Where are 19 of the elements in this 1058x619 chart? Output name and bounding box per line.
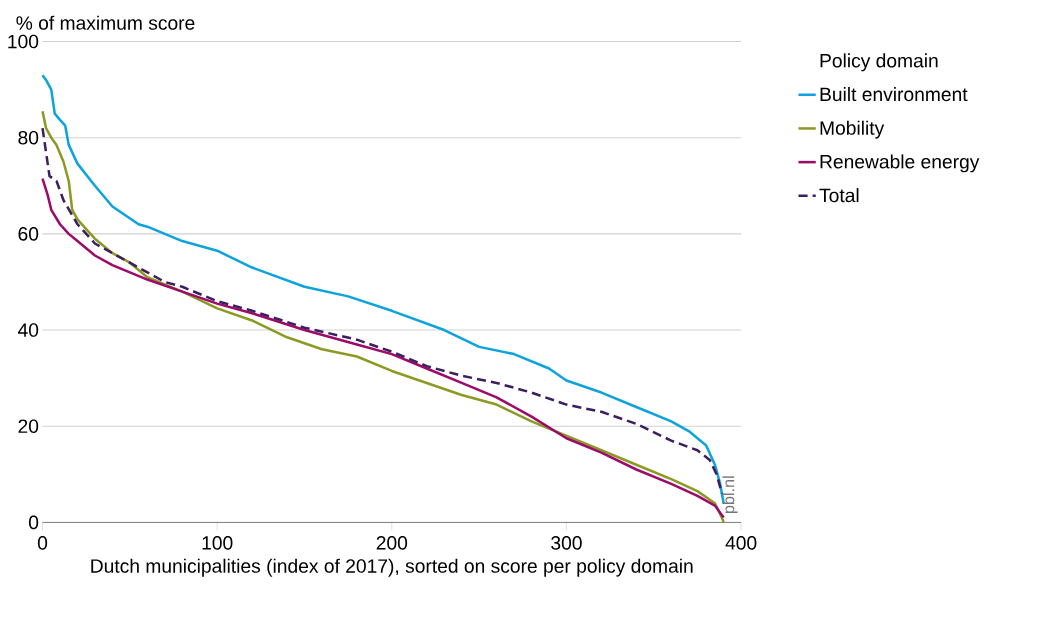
y-axis-title: % of maximum score	[16, 15, 195, 31]
annotation: pbl.nl	[722, 476, 738, 514]
legend-label: Renewable energy	[820, 154, 980, 173]
legend-title: Policy domain	[820, 53, 938, 72]
x-tick-label: 400	[725, 536, 757, 550]
y-tick-label: 60	[18, 227, 39, 241]
y-tick-label: 80	[18, 131, 39, 145]
x-tick-label: 0	[37, 536, 48, 550]
x-tick-label: 200	[376, 536, 408, 550]
legend-label: Built environment	[820, 87, 968, 102]
legend-label: Total	[819, 188, 859, 203]
legend-label: Mobility	[820, 120, 885, 139]
y-tick-label: 20	[18, 419, 39, 434]
x-axis-title: Dutch municipalities (index of 2017), sorted on score per policy domain	[91, 558, 693, 577]
y-tick-label: 0	[29, 515, 39, 530]
y-tick-label: 40	[18, 323, 39, 338]
x-tick-label: 100	[202, 536, 233, 550]
x-tick-label: 300	[551, 536, 582, 550]
y-tick-label: 100	[8, 34, 39, 49]
